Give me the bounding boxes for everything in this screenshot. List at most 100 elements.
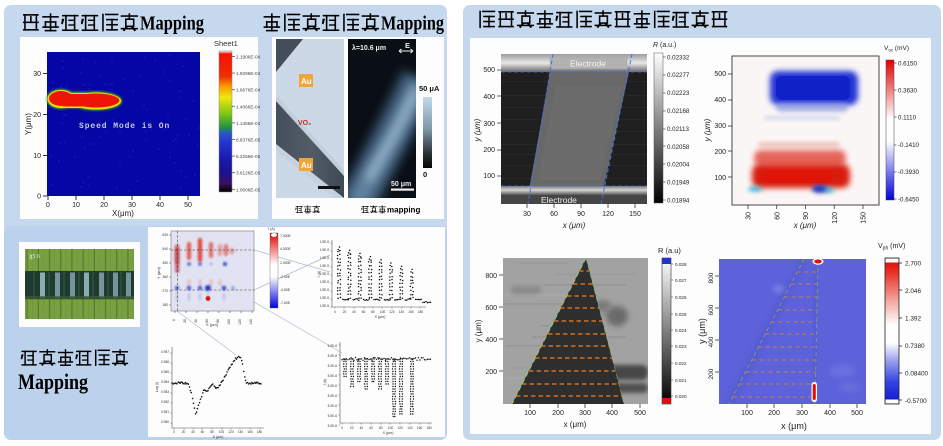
svg-text:400: 400 — [483, 94, 495, 101]
svg-text:5.0E-6: 5.0E-6 — [328, 404, 338, 408]
svg-text:400: 400 — [485, 337, 497, 344]
svg-text:Electrode: Electrode — [570, 59, 606, 69]
svg-text:60: 60 — [362, 310, 366, 314]
svg-text:160: 160 — [408, 310, 414, 314]
svg-text:40: 40 — [156, 202, 164, 209]
svg-text:2.1906E-04: 2.1906E-04 — [236, 55, 261, 60]
svg-text:540: 540 — [162, 247, 168, 251]
svg-text:x (μm): x (μm) — [781, 421, 807, 431]
svg-text:2.700: 2.700 — [905, 260, 921, 267]
svg-text:10: 10 — [33, 153, 41, 160]
svg-text:500: 500 — [483, 67, 495, 74]
svg-text:2.046: 2.046 — [905, 288, 921, 295]
svg-text:y (μm): y (μm) — [474, 319, 483, 342]
svg-text:40: 40 — [191, 430, 195, 434]
svg-text:5.0E-6: 5.0E-6 — [328, 424, 338, 428]
svg-text:5.0E-6: 5.0E-6 — [328, 354, 338, 358]
svg-text:-2.00E: -2.00E — [280, 275, 291, 279]
svg-text:VO₂: VO₂ — [298, 120, 311, 127]
svg-text:0.02113: 0.02113 — [667, 126, 689, 133]
svg-text:500: 500 — [714, 71, 726, 78]
svg-text:0.982: 0.982 — [161, 400, 169, 404]
svg-text:7.300E: 7.300E — [280, 234, 291, 238]
svg-text:100: 100 — [714, 175, 726, 182]
svg-text:0.6150: 0.6150 — [898, 60, 917, 67]
svg-text:0.027: 0.027 — [675, 278, 687, 283]
svg-text:500: 500 — [851, 410, 863, 417]
svg-text:600: 600 — [708, 304, 715, 315]
svg-text:80: 80 — [371, 310, 375, 314]
svg-text:0.02277: 0.02277 — [667, 72, 690, 79]
svg-text:60: 60 — [550, 211, 558, 218]
svg-text:1.392: 1.392 — [905, 315, 921, 322]
svg-text:300: 300 — [796, 410, 808, 417]
svg-text:140: 140 — [238, 430, 244, 434]
svg-text:800: 800 — [708, 272, 715, 283]
svg-text:0: 0 — [46, 202, 50, 209]
svg-text:X(μm): X(μm) — [112, 209, 134, 218]
svg-text:160: 160 — [417, 426, 423, 430]
svg-text:120: 120 — [832, 212, 839, 224]
svg-text:I (A): I (A) — [268, 227, 275, 231]
svg-text:Sheet1: Sheet1 — [214, 39, 238, 48]
svg-text:4.000E: 4.000E — [280, 247, 291, 251]
svg-text:120: 120 — [228, 430, 234, 434]
svg-text:90: 90 — [803, 212, 810, 220]
svg-text:5.0E-6: 5.0E-6 — [328, 414, 338, 418]
svg-text:1.6676E-04: 1.6676E-04 — [236, 88, 261, 93]
svg-text:-0.3930: -0.3930 — [898, 169, 920, 176]
svg-text:20: 20 — [183, 319, 187, 323]
svg-text:300: 300 — [714, 123, 726, 130]
svg-text:80: 80 — [379, 426, 383, 430]
svg-text:180: 180 — [162, 303, 168, 307]
svg-text:x (μm): x (μm) — [564, 420, 587, 429]
svg-text:1.9E-5: 1.9E-5 — [320, 272, 330, 276]
svg-text:0.02058: 0.02058 — [667, 144, 690, 151]
svg-text:y (μm): y (μm) — [703, 118, 712, 142]
svg-text:E: E — [405, 41, 410, 50]
svg-text:5.0E-6: 5.0E-6 — [328, 384, 338, 388]
svg-text:630: 630 — [162, 233, 168, 237]
svg-text:1.9E-5: 1.9E-5 — [320, 240, 330, 244]
svg-text:0.985: 0.985 — [161, 370, 169, 374]
svg-text:140: 140 — [407, 426, 413, 430]
svg-text:0.986: 0.986 — [161, 360, 169, 364]
svg-text:X (μm): X (μm) — [206, 322, 219, 327]
svg-text:360: 360 — [162, 275, 168, 279]
svg-text:1.0006E-05: 1.0006E-05 — [236, 187, 261, 192]
svg-text:400: 400 — [824, 410, 836, 417]
svg-text:1.9E-5: 1.9E-5 — [320, 304, 330, 308]
svg-text:0.983: 0.983 — [161, 390, 169, 394]
svg-text:300: 300 — [579, 410, 591, 417]
svg-text:5.0E-6: 5.0E-6 — [328, 364, 338, 368]
svg-text:mapping: mapping — [387, 206, 420, 215]
svg-text:200: 200 — [552, 410, 564, 417]
svg-text:0.028: 0.028 — [675, 262, 687, 267]
svg-text:R (a.u): R (a.u) — [658, 246, 681, 255]
svg-text:R (a.u.): R (a.u.) — [653, 42, 676, 49]
svg-text:100: 100 — [741, 410, 753, 417]
svg-text:270: 270 — [162, 289, 168, 293]
svg-text:1.9E-5: 1.9E-5 — [320, 264, 330, 268]
svg-text:150: 150 — [861, 212, 868, 224]
svg-text:120: 120 — [602, 211, 614, 218]
svg-text:150: 150 — [629, 211, 641, 218]
svg-text:0.02004: 0.02004 — [667, 162, 690, 169]
svg-text:1.9E-5: 1.9E-5 — [320, 296, 330, 300]
svg-text:0.984: 0.984 — [161, 380, 169, 384]
svg-text:-0.1410: -0.1410 — [898, 142, 920, 149]
svg-text:0.01894: 0.01894 — [667, 198, 690, 205]
svg-text:0: 0 — [341, 426, 343, 430]
svg-text:0.1110: 0.1110 — [898, 115, 917, 122]
svg-text:1.4066E-04: 1.4066E-04 — [236, 104, 261, 109]
svg-text:x (μm): x (μm) — [562, 221, 586, 230]
svg-text:0: 0 — [423, 170, 427, 179]
svg-text:λ=10.6 μm: λ=10.6 μm — [352, 44, 386, 52]
svg-text:1.000E: 1.000E — [280, 261, 291, 265]
svg-text:20: 20 — [33, 112, 41, 119]
svg-text:1.9E-5: 1.9E-5 — [320, 280, 330, 284]
svg-text:Log (I): Log (I) — [155, 382, 159, 392]
svg-text:450: 450 — [162, 261, 168, 265]
svg-text:800: 800 — [485, 273, 497, 280]
svg-text:1.9E-5: 1.9E-5 — [320, 256, 330, 260]
